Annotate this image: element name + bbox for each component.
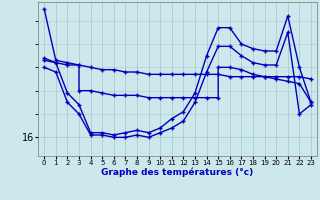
X-axis label: Graphe des températures (°c): Graphe des températures (°c) <box>101 168 254 177</box>
